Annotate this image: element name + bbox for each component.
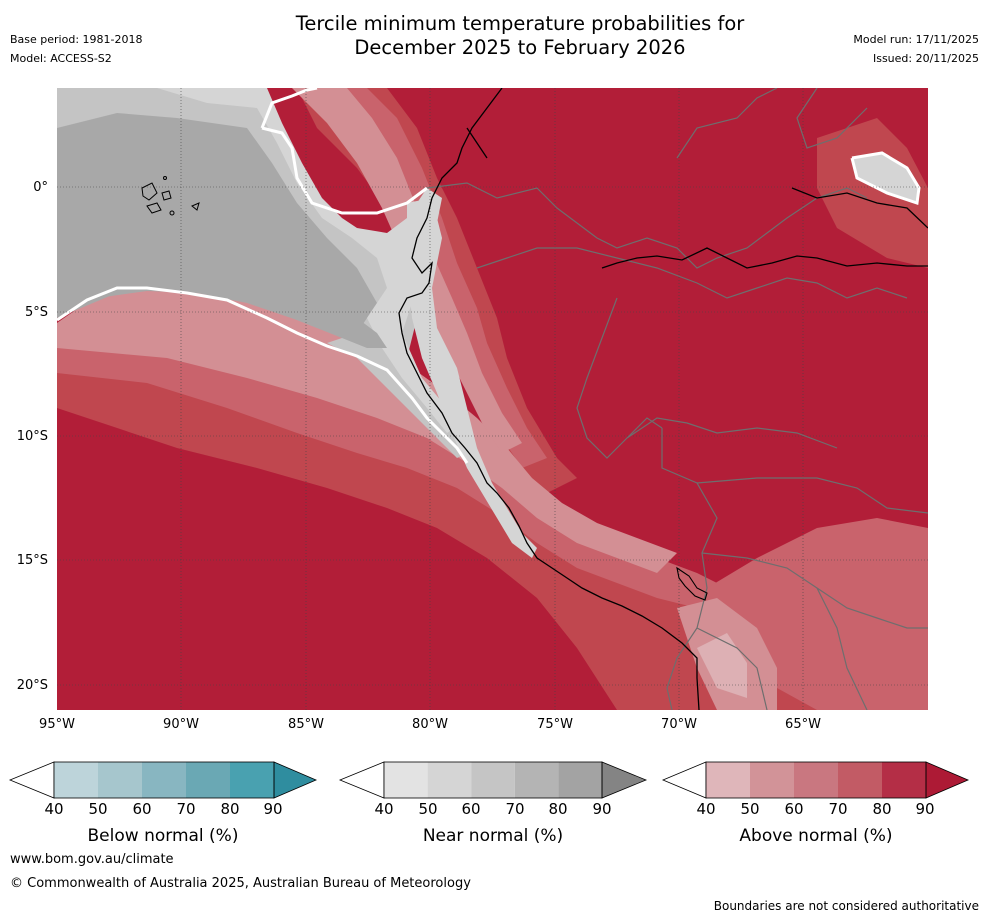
colorbar-near <box>338 761 648 799</box>
near-normal-boundary-inland <box>850 151 921 205</box>
lat-label-15s: 15°S <box>16 553 48 568</box>
issued-date: Issued: 20/11/2025 <box>872 52 979 65</box>
lon-label-95w: 95°W <box>39 717 75 732</box>
cb-above-tick-80: 80 <box>872 800 892 818</box>
cb-near-tick-50: 50 <box>418 800 438 818</box>
cb-near-tick-90: 90 <box>592 800 612 818</box>
cb-below-tick-50: 50 <box>88 800 108 818</box>
cb-below-tick-90: 90 <box>263 800 283 818</box>
cb-above-tick-70: 70 <box>828 800 848 818</box>
map-canvas <box>57 88 928 710</box>
colorbar-below-min-arrow <box>8 761 55 799</box>
cb-above-tick-50: 50 <box>740 800 760 818</box>
lon-label-90w: 90°W <box>163 717 199 732</box>
lon-label-85w: 85°W <box>288 717 324 732</box>
colorbar-near-seg-70 <box>514 762 559 798</box>
cb-below-label: Below normal (%) <box>87 826 239 846</box>
chart-title: Tercile minimum temperature probabilitie… <box>0 12 988 60</box>
near-normal-boundary-north2 <box>261 126 428 215</box>
near-normal-central <box>57 178 387 348</box>
cb-near-tick-70: 70 <box>505 800 525 818</box>
meta-left: Base period: 1981-2018 Model: ACCESS-S2 <box>10 30 142 68</box>
disclaimer-text: Boundaries are not considered authoritat… <box>713 899 979 913</box>
cb-near-tick-60: 60 <box>461 800 481 818</box>
lon-label-80w: 80°W <box>412 717 448 732</box>
lon-label-75w: 75°W <box>537 717 573 732</box>
cb-above-tick-90: 90 <box>915 800 935 818</box>
copyright-text: © Commonwealth of Australia 2025, Austra… <box>10 876 471 891</box>
colorbar-near-max-arrow <box>601 761 648 799</box>
probability-map <box>57 88 928 710</box>
colorbar-above-seg-80 <box>882 762 926 798</box>
model-name: Model: ACCESS-S2 <box>10 52 112 65</box>
title-line-2: December 2025 to February 2026 <box>354 36 686 59</box>
colorbar-near-seg-80 <box>558 762 602 798</box>
above-40-inland <box>697 633 747 698</box>
cb-below-tick-60: 60 <box>132 800 152 818</box>
lon-label-70w: 70°W <box>661 717 697 732</box>
galapagos-islands <box>141 176 200 216</box>
colorbar-below <box>8 761 318 799</box>
colorbar-below-max-arrow <box>273 761 318 799</box>
title-line-1: Tercile minimum temperature probabilitie… <box>295 12 745 35</box>
colorbar-below-seg-60 <box>142 762 186 798</box>
website-link[interactable]: www.bom.gov.au/climate <box>10 852 174 867</box>
above-60-region-north <box>292 88 522 453</box>
colorbar-above-min-arrow <box>661 761 707 799</box>
cb-above-tick-60: 60 <box>784 800 804 818</box>
model-run: Model run: 17/11/2025 <box>853 33 979 46</box>
cb-above-label: Above normal (%) <box>739 826 893 846</box>
colorbar-near-seg-60 <box>471 762 515 798</box>
cb-below-tick-40: 40 <box>44 800 64 818</box>
grid-lines <box>57 88 928 710</box>
near-normal-boundary-west <box>57 286 469 464</box>
near-normal-coastal <box>407 198 537 558</box>
colorbar-below-seg-70 <box>186 762 230 798</box>
coastline <box>398 88 928 710</box>
colorbar-near-seg-50 <box>427 762 472 798</box>
colorbars <box>8 761 970 799</box>
country-borders <box>426 88 928 710</box>
lat-label-20s: 20°S <box>16 678 48 693</box>
colorbar-above-max-arrow <box>925 761 970 799</box>
lat-label-0: 0° <box>33 180 48 195</box>
above-70-inland-north <box>817 118 928 268</box>
cb-below-tick-70: 70 <box>176 800 196 818</box>
cb-below-tick-80: 80 <box>220 800 240 818</box>
cb-near-label: Near normal (%) <box>422 826 564 846</box>
lat-label-10s: 10°S <box>16 429 48 444</box>
near-normal-70-region <box>57 88 477 458</box>
base-period: Base period: 1981-2018 <box>10 33 143 46</box>
colorbar-above-seg-50 <box>750 762 794 798</box>
meta-right: Model run: 17/11/2025 Issued: 20/11/2025 <box>853 30 979 68</box>
cb-near-tick-80: 80 <box>548 800 568 818</box>
lake-titicaca <box>676 566 708 601</box>
colorbar-below-seg-40 <box>54 762 98 798</box>
colorbar-above-seg-60 <box>794 762 838 798</box>
near-normal-boundary-north <box>260 88 318 129</box>
colorbar-near-seg-40 <box>384 762 428 798</box>
colorbar-above <box>661 761 970 799</box>
colorbar-below-seg-50 <box>98 762 142 798</box>
colorbar-above-seg-40 <box>706 762 750 798</box>
lat-label-5s: 5°S <box>24 305 48 320</box>
colorbar-near-min-arrow <box>338 761 385 799</box>
colorbar-above-seg-70 <box>838 762 882 798</box>
above-60-region <box>57 283 677 573</box>
cb-above-tick-40: 40 <box>696 800 716 818</box>
colorbar-below-seg-80 <box>230 762 274 798</box>
cb-near-tick-40: 40 <box>374 800 394 818</box>
lon-label-65w: 65°W <box>785 717 821 732</box>
